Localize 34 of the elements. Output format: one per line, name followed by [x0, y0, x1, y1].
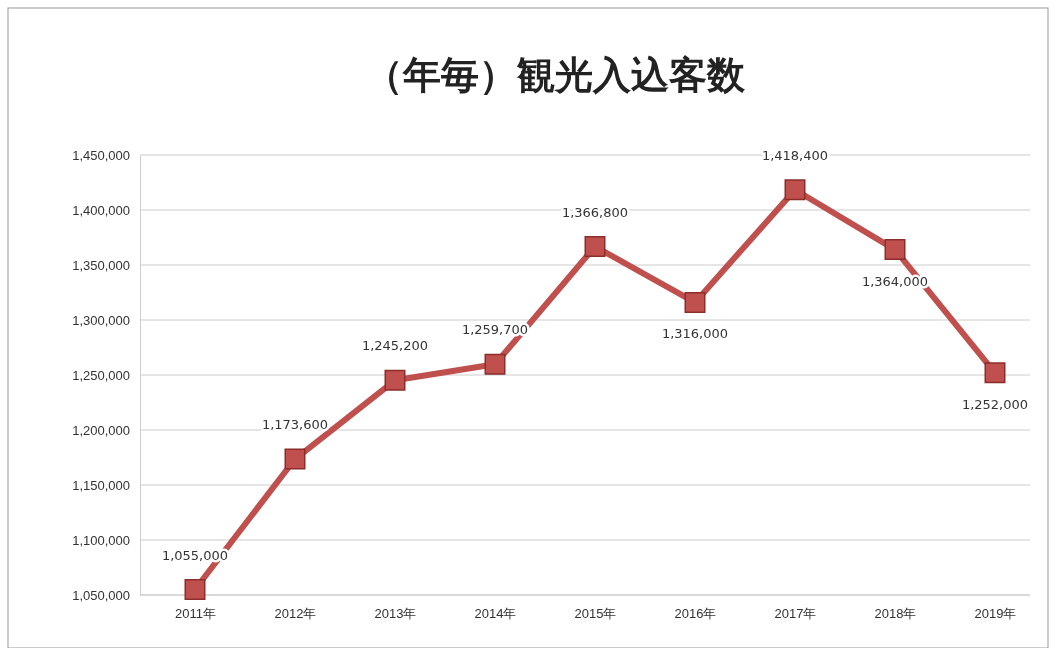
point: [884, 239, 906, 261]
point: [384, 369, 406, 391]
y-tick-label: 1,450,000: [72, 147, 130, 163]
x-tick-label: 2012年: [274, 606, 317, 622]
x-tick-label: 2017年: [774, 606, 817, 622]
x-tick-label: 2015年: [574, 606, 617, 622]
x-tick-label: 2011年: [175, 606, 216, 622]
text: 1,245,200: [361, 338, 429, 354]
x-tick-label: 2019年: [974, 606, 1017, 622]
y-tick-label: 1,250,000: [72, 367, 130, 383]
text: 1,418,400: [761, 147, 829, 163]
text: 1,366,800: [561, 204, 629, 220]
point: [784, 179, 806, 201]
point: [484, 353, 506, 375]
x-tick-label: 2016年: [674, 606, 717, 622]
chart-title: （年毎）観光入込客数: [365, 53, 746, 97]
y-tick-label: 1,300,000: [72, 312, 130, 328]
x-tick-label: 2013年: [374, 606, 417, 622]
point: [284, 448, 306, 470]
point: [184, 579, 206, 600]
x-tick-label: 2014年: [474, 606, 517, 622]
y-tick-label: 1,200,000: [72, 422, 130, 438]
y-tick-label: 1,100,000: [72, 532, 130, 548]
point: [684, 291, 706, 313]
point: [984, 362, 1006, 384]
text: 1,252,000: [961, 396, 1029, 412]
y-tick-label: 1,400,000: [72, 202, 130, 218]
y-tick-label: 1,050,000: [72, 587, 130, 603]
text: 1,316,000: [661, 326, 729, 342]
text: 1,173,600: [261, 417, 329, 433]
y-tick-label: 1,150,000: [72, 477, 130, 493]
y-tick-label: 1,350,000: [72, 257, 130, 273]
point: [584, 236, 606, 258]
x-tick-label: 2018年: [874, 606, 917, 622]
